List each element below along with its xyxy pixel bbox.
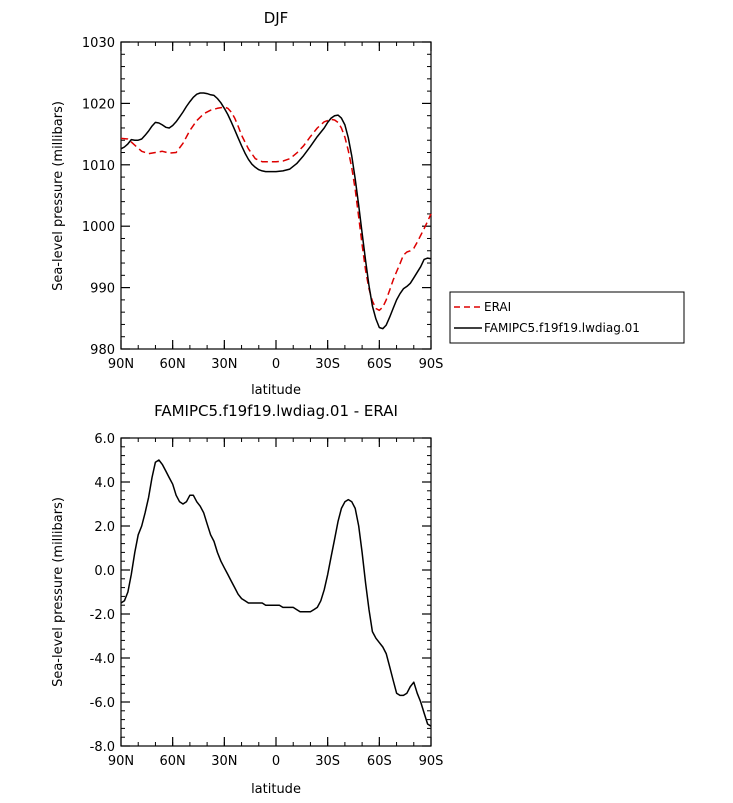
chart-bottom-x-tick-label: 30S (315, 754, 340, 769)
chart-bottom-x-tick-label: 60S (367, 754, 392, 769)
chart-top-y-tick-label: 1030 (82, 36, 115, 51)
chart-bottom-ticks: 90N 60N 30N 0 30S 60S 90S -8.0 -6.0 -4.0 -2.0 0.0 2.… (90, 432, 444, 769)
chart-top-x-tick-label: 60S (367, 357, 392, 372)
legend-label-erai: ERAI (484, 300, 511, 314)
chart-bottom-series (120, 459, 432, 727)
chart-top-x-tick-label: 30N (211, 357, 237, 372)
chart-top-y-tick-label: 1010 (82, 159, 115, 174)
chart-bottom-y-tick-label: -2.0 (90, 608, 115, 623)
chart-bottom-y-tick-label: 6.0 (94, 432, 115, 447)
chart-top-y-tick-label: 1000 (82, 220, 115, 235)
chart-top-x-tick-label: 90S (419, 357, 444, 372)
chart-bottom-x-tick-label: 90S (419, 754, 444, 769)
chart-top-y-tick-label: 980 (90, 343, 115, 358)
chart-bottom-frame (120, 437, 432, 747)
chart-top-series-line-1 (120, 92, 432, 330)
chart-bottom: FAMIPC5.f19f19.lwdiag.01 - ERAI 90N 60N 30… (51, 402, 443, 797)
chart-bottom-series-line-0 (120, 459, 432, 727)
chart-top-x-tick-label: 90N (108, 357, 134, 372)
chart-top-xlabel: latitude (251, 383, 301, 398)
chart-bottom-y-tick-label: -6.0 (90, 696, 115, 711)
chart-bottom-x-tick-label: 60N (160, 754, 186, 769)
chart-top-series-line-0 (120, 106, 432, 312)
chart-bottom-y-tick-label: -8.0 (90, 740, 115, 755)
chart-bottom-y-tick-label: 4.0 (94, 476, 115, 491)
chart-bottom-y-tick-label: 2.0 (94, 520, 115, 535)
chart-top-x-tick-label: 0 (272, 357, 280, 372)
legend-box (449, 291, 685, 344)
chart-bottom-title: FAMIPC5.f19f19.lwdiag.01 - ERAI (154, 402, 398, 420)
chart-bottom-ylabel: Sea-level pressure (millibars) (51, 497, 66, 687)
chart-top: DJF 90N 60N 30N 0 30S 60S 90S 980 990 1000 1010 102… (51, 9, 443, 398)
chart-top-title: DJF (264, 9, 289, 27)
chart-top-ticks: 90N 60N 30N 0 30S 60S 90S 980 990 1000 1010 1020 103… (82, 36, 443, 372)
chart-top-x-tick-label: 30S (315, 357, 340, 372)
chart-top-y-tick-label: 1020 (82, 97, 115, 112)
chart-top-x-tick-label: 60N (160, 357, 186, 372)
chart-bottom-x-tick-label: 30N (211, 754, 237, 769)
chart-top-series (120, 92, 432, 330)
chart-bottom-y-tick-label: -4.0 (90, 652, 115, 667)
chart-bottom-y-tick-label: 0.0 (94, 564, 115, 579)
chart-bottom-x-tick-label: 0 (272, 754, 280, 769)
chart-bottom-xlabel: latitude (251, 782, 301, 797)
legend-label-famipc5: FAMIPC5.f19f19.lwdiag.01 (484, 321, 640, 335)
chart-top-y-tick-label: 990 (90, 282, 115, 297)
chart-bottom-x-tick-label: 90N (108, 754, 134, 769)
legend: ERAI FAMIPC5.f19f19.lwdiag.01 (449, 291, 685, 344)
chart-top-ylabel: Sea-level pressure (millibars) (51, 101, 66, 291)
